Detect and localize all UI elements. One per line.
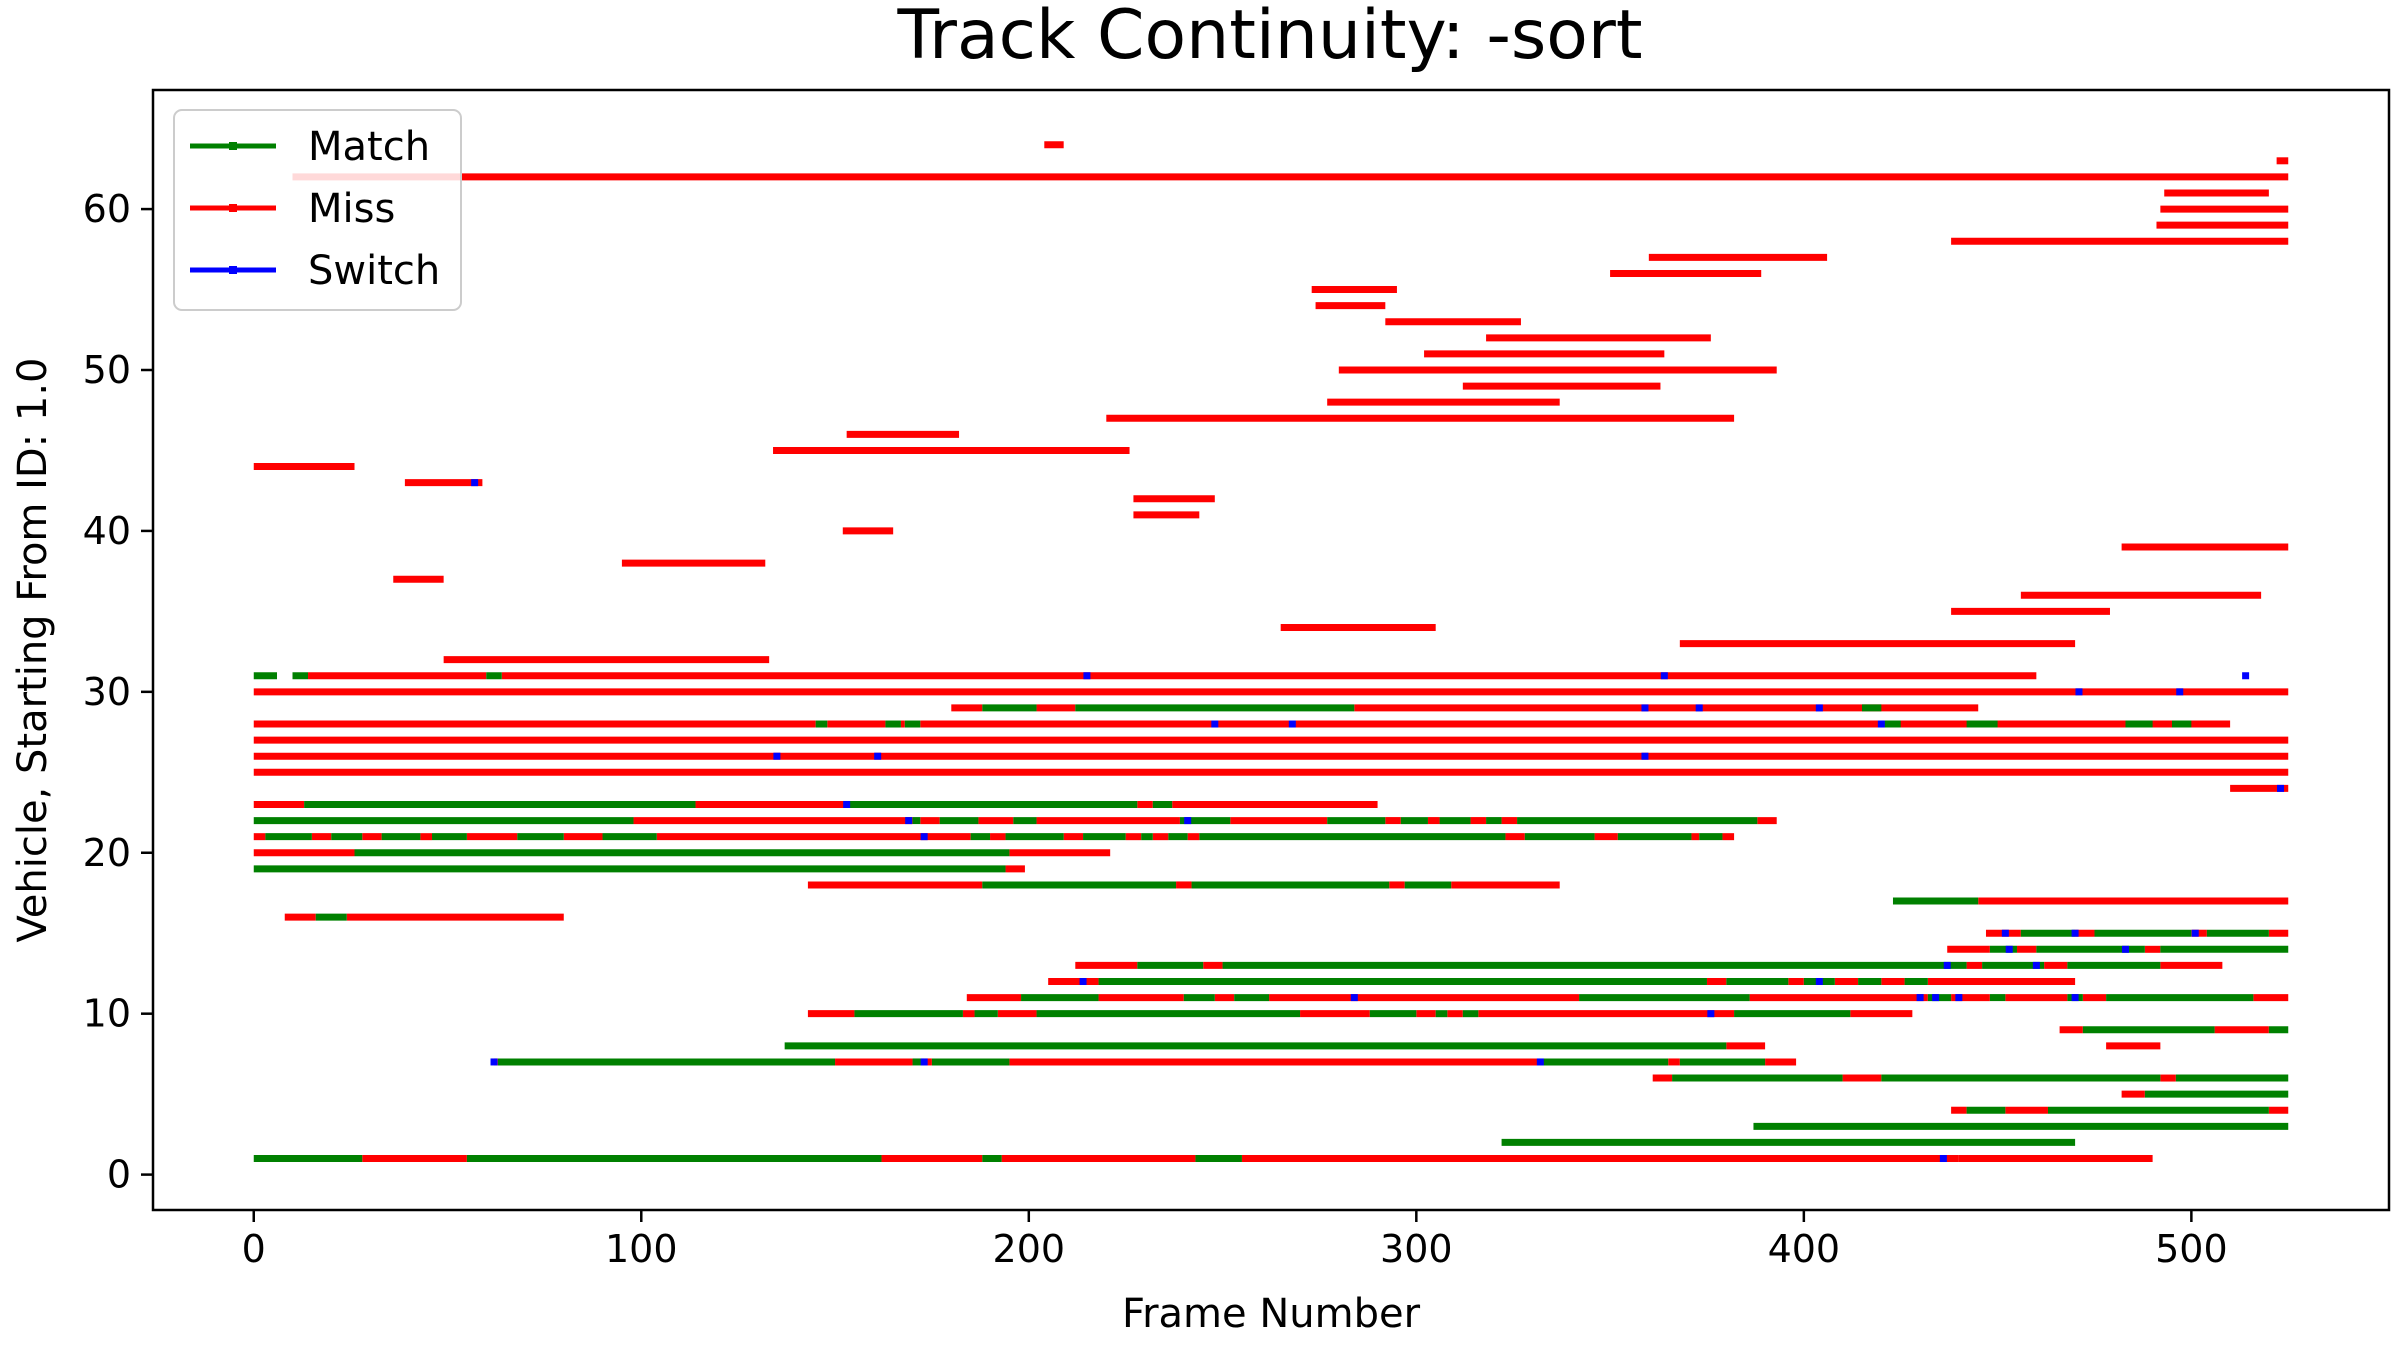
switch-marker bbox=[1943, 961, 1951, 969]
switch-marker bbox=[920, 833, 928, 841]
switch-marker bbox=[773, 752, 781, 760]
switch-marker bbox=[2276, 784, 2284, 792]
switch-marker bbox=[2176, 688, 2184, 696]
switch-marker bbox=[490, 1058, 498, 1066]
switch-marker bbox=[1211, 720, 1219, 728]
switch-marker bbox=[905, 817, 913, 825]
y-tick-label: 60 bbox=[83, 187, 131, 231]
switch-marker bbox=[1660, 672, 1668, 680]
x-tick-label: 200 bbox=[993, 1227, 1066, 1271]
legend-marker-match bbox=[229, 142, 237, 150]
y-tick-label: 40 bbox=[83, 509, 131, 553]
switch-marker bbox=[1916, 994, 1924, 1002]
switch-marker bbox=[2071, 994, 2079, 1002]
switch-marker bbox=[2242, 672, 2250, 680]
chart-title: Track Continuity: -sort bbox=[896, 0, 1642, 75]
legend-label-switch: Switch bbox=[308, 248, 440, 294]
switch-marker bbox=[2075, 688, 2083, 696]
switch-marker bbox=[1877, 720, 1885, 728]
switch-marker bbox=[2005, 945, 2013, 953]
switch-marker bbox=[1815, 704, 1823, 712]
switch-marker bbox=[2071, 929, 2079, 937]
switch-marker bbox=[1184, 817, 1192, 825]
switch-marker bbox=[471, 479, 479, 487]
y-tick-label: 0 bbox=[107, 1153, 131, 1197]
plot-frame bbox=[151, 88, 2391, 1212]
x-tick-label: 100 bbox=[605, 1227, 678, 1271]
switch-marker bbox=[1350, 994, 1358, 1002]
switch-marker bbox=[2191, 929, 2199, 937]
switch-marker bbox=[1536, 1058, 1544, 1066]
legend-label-match: Match bbox=[308, 124, 430, 170]
switch-marker bbox=[920, 1058, 928, 1066]
switch-marker bbox=[1641, 704, 1649, 712]
switch-marker bbox=[1707, 1010, 1715, 1018]
y-tick-label: 10 bbox=[83, 992, 131, 1036]
switch-marker bbox=[1083, 672, 1091, 680]
legend-label-miss: Miss bbox=[308, 186, 395, 232]
x-tick-label: 300 bbox=[1380, 1227, 1453, 1271]
x-tick-label: 500 bbox=[2155, 1227, 2228, 1271]
switch-marker bbox=[1932, 994, 1940, 1002]
switch-marker bbox=[1079, 977, 1087, 985]
switch-marker bbox=[2032, 961, 2040, 969]
switch-marker bbox=[1288, 720, 1296, 728]
legend-entries: Match Miss Switch bbox=[190, 124, 440, 294]
y-tick-label: 30 bbox=[83, 670, 131, 714]
switch-marker bbox=[1815, 977, 1823, 985]
x-tick-label: 400 bbox=[1768, 1227, 1841, 1271]
legend-marker-switch bbox=[229, 266, 237, 274]
switch-marker bbox=[843, 800, 851, 808]
plot-area bbox=[253, 141, 2289, 1163]
y-tick-label: 20 bbox=[83, 831, 131, 875]
y-axis-label: Vehicle, Starting From ID: 1.0 bbox=[10, 358, 56, 943]
switch-marker bbox=[1955, 994, 1963, 1002]
switch-marker bbox=[2121, 945, 2129, 953]
chart-legend: Match Miss Switch bbox=[173, 109, 462, 311]
switch-marker bbox=[1641, 752, 1649, 760]
axis-ticks: 0 100 200 300 400 500 0 10 20 30 40 50 60 bbox=[83, 187, 2228, 1271]
x-axis-label: Frame Number bbox=[1122, 1291, 1421, 1337]
y-tick-label: 50 bbox=[83, 348, 131, 392]
x-tick-label: 0 bbox=[242, 1227, 266, 1271]
legend-box bbox=[173, 109, 462, 311]
switch-marker bbox=[874, 752, 882, 760]
legend-marker-miss bbox=[229, 204, 237, 212]
switch-marker bbox=[1695, 704, 1703, 712]
switch-marker bbox=[2001, 929, 2009, 937]
switch-marker bbox=[1939, 1155, 1947, 1163]
